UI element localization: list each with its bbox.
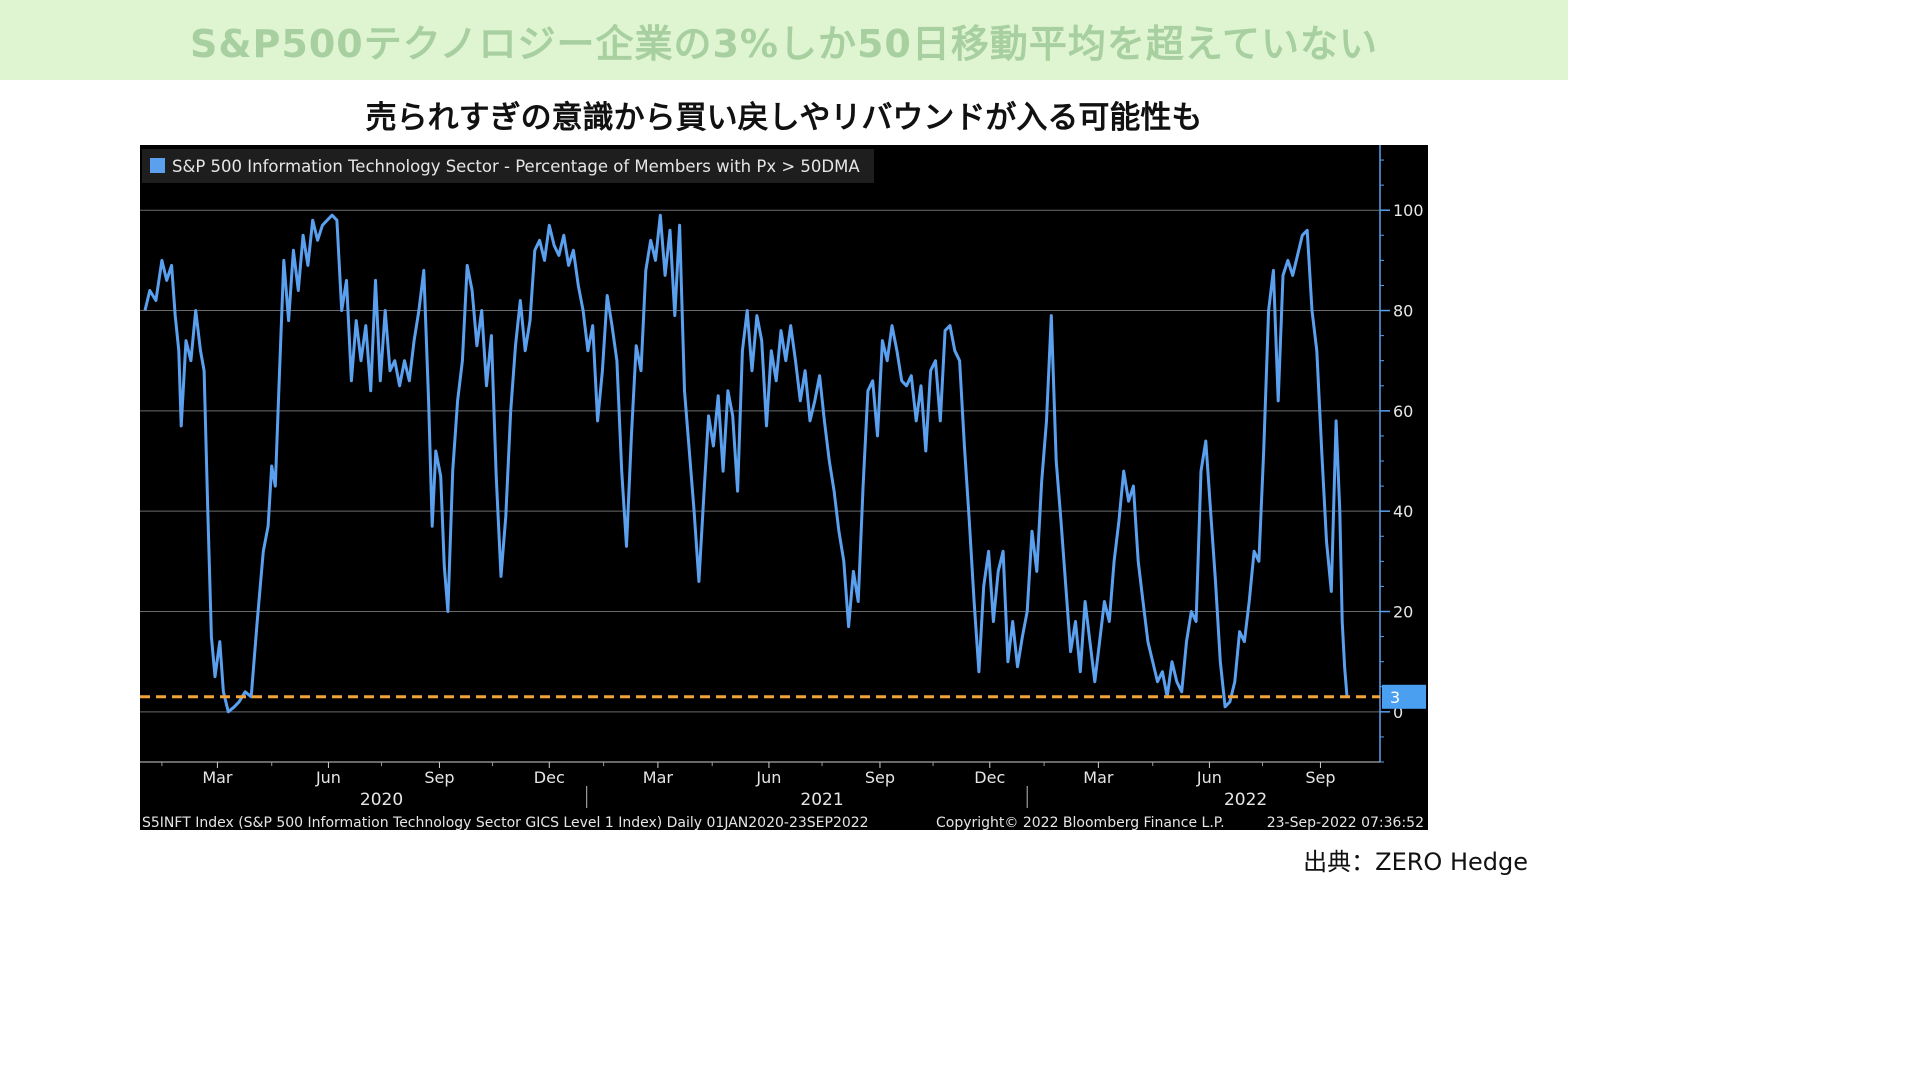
source-credit: 出典：ZERO Hedge [1303, 848, 1528, 876]
line-chart: 0 20 40 60 80 100 Mar Jun Sep Dec Mar Jun Sep Dec Mar J… [140, 145, 1426, 831]
y-tick-label: 60 [1393, 402, 1413, 421]
x-tick-label: Sep [424, 768, 454, 787]
x-tick-label: Jun [755, 768, 781, 787]
x-tick-label: Mar [1083, 768, 1114, 787]
year-label: 2020 [360, 790, 403, 810]
series-line [143, 213, 1349, 714]
footer-index-info: S5INFT Index (S&P 500 Information Techno… [142, 815, 869, 830]
legend-box [142, 149, 874, 183]
x-tick-label: Mar [202, 768, 233, 787]
y-tick-label: 80 [1393, 302, 1413, 321]
footer-copyright: Copyright© 2022 Bloomberg Finance L.P. [936, 815, 1225, 830]
x-tick-label: Sep [865, 768, 895, 787]
x-tick-label: Jun [1196, 768, 1222, 787]
x-tick-label: Mar [643, 768, 674, 787]
page-title: S&P500テクノロジー企業の3%しか50日移動平均を超えていない [190, 21, 1378, 66]
y-tick-label: 100 [1393, 201, 1424, 220]
y-tick-label: 40 [1393, 502, 1413, 521]
chart-panel: 0 20 40 60 80 100 Mar Jun Sep Dec Mar Jun Sep Dec Mar J… [140, 145, 1428, 831]
last-value-tag [1382, 684, 1426, 709]
x-tick-label: Jun [315, 768, 341, 787]
year-label: 2022 [1224, 790, 1267, 810]
x-tick-label: Dec [534, 768, 565, 787]
year-label: 2021 [800, 790, 843, 810]
y-tick-label: 0 [1393, 703, 1403, 722]
page-subtitle: 売られすぎの意識から買い戻しやリバウンドが入る可能性も [365, 100, 1203, 136]
title-banner: S&P500テクノロジー企業の3%しか50日移動平均を超えていない [0, 0, 1568, 80]
y-tick-label: 20 [1393, 603, 1413, 622]
legend-swatch [150, 158, 165, 173]
x-tick-label: Dec [974, 768, 1005, 787]
legend-label: S&P 500 Information Technology Sector - … [172, 157, 860, 176]
x-tick-label: Sep [1305, 768, 1335, 787]
last-value-label: 3 [1390, 688, 1400, 707]
footer-timestamp: 23-Sep-2022 07:36:52 [1267, 815, 1424, 830]
